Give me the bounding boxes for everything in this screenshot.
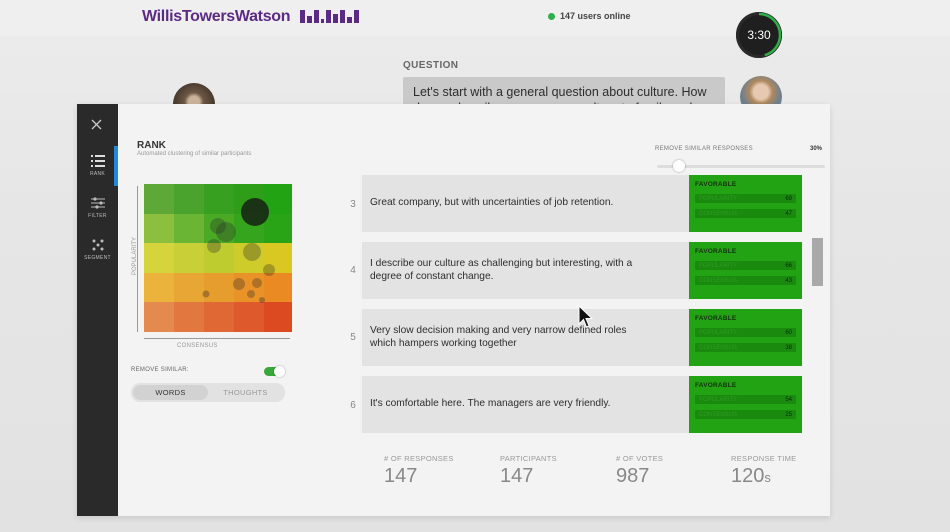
response-card[interactable]: Great company, but with uncertainties of…	[362, 175, 689, 232]
words-thoughts-segmented-control: WORDS THOUGHTS	[131, 383, 285, 402]
popularity-bar: POPULARITY 66	[695, 261, 796, 270]
favorable-label: FAVORABLE	[695, 382, 737, 389]
sidebar-active-indicator	[114, 146, 118, 186]
response-card[interactable]: Very slow decision making and very narro…	[362, 309, 689, 366]
consensus-bar: CONSENSUS 43	[695, 276, 796, 285]
online-dot-icon	[548, 12, 555, 20]
consensus-bar: CONSENSUS 25	[695, 410, 796, 419]
y-axis-label: POPULARITY	[132, 237, 138, 276]
consensus-bar: CONSENSUS 47	[695, 209, 796, 218]
brand-logo-text: WillisTowersWatson	[142, 8, 291, 25]
stat-label: PARTICIPANTS	[500, 454, 557, 463]
top-bar	[0, 0, 950, 36]
stat-participants: PARTICIPANTS 147	[500, 454, 557, 488]
favorable-badge: FAVORABLE POPULARITY 66 CONSENSUS 43	[689, 242, 802, 299]
mouse-cursor-icon	[578, 305, 594, 328]
popularity-value: 66	[785, 262, 792, 269]
x-axis-label: CONSENSUS	[177, 343, 218, 349]
favorable-badge: FAVORABLE POPULARITY 60 CONSENSUS 38	[689, 309, 802, 366]
x-axis	[144, 338, 290, 339]
cluster-heatmap	[144, 184, 292, 332]
sidebar-item-filter[interactable]: FILTER	[77, 196, 118, 219]
popularity-value: 54	[785, 396, 792, 403]
stat-responses: # OF RESPONSES 147	[384, 454, 454, 488]
popularity-bar: POPULARITY 69	[695, 194, 796, 203]
users-online-indicator: 147 users online	[548, 11, 631, 21]
close-icon[interactable]	[91, 119, 102, 130]
question-label: QUESTION	[403, 60, 459, 71]
list-icon	[90, 155, 105, 167]
response-card[interactable]: It's comfortable here. The managers are …	[362, 376, 689, 433]
responses-scrollbar[interactable]	[812, 238, 823, 286]
remove-similar-responses-label: REMOVE SIMILAR RESPONSES	[655, 146, 753, 152]
timer-ring-icon	[736, 12, 782, 58]
consensus-value: 43	[785, 277, 792, 284]
stat-value: 987	[616, 465, 650, 487]
response-rank: 5	[350, 332, 356, 343]
stat-value: 147	[384, 465, 418, 487]
response-rank: 6	[350, 400, 356, 411]
sliders-icon	[90, 197, 105, 209]
stat-value: 147	[500, 465, 534, 487]
response-card[interactable]: I describe our culture as challenging bu…	[362, 242, 689, 299]
remove-similar-label: REMOVE SIMILAR:	[131, 367, 189, 373]
consensus-value: 47	[785, 210, 792, 217]
stat-value: 120	[731, 465, 765, 487]
sidebar: RANK FILTER SEGMENT	[77, 104, 118, 516]
response-text: Great company, but with uncertainties of…	[370, 197, 614, 209]
rank-title: RANK	[137, 140, 166, 151]
popularity-value: 60	[785, 329, 792, 336]
response-rank: 3	[350, 199, 356, 210]
response-text: I describe our culture as challenging bu…	[370, 258, 633, 282]
favorable-badge: FAVORABLE POPULARITY 69 CONSENSUS 47	[689, 175, 802, 232]
popularity-bar: POPULARITY 54	[695, 395, 796, 404]
grid-dots-icon	[92, 239, 103, 251]
consensus-value: 38	[785, 344, 792, 351]
rank-subtitle: Automated clustering of similar particip…	[137, 151, 252, 157]
stat-unit: s	[764, 470, 771, 485]
remove-similar-toggle[interactable]	[264, 366, 285, 377]
stat-votes: # OF VOTES 987	[616, 454, 663, 488]
brand-logo-mark	[300, 10, 359, 23]
stat-response-time: RESPONSE TIME 120s	[731, 454, 796, 488]
results-panel: RANK FILTER SEGMENT RANK Automated clust…	[77, 104, 830, 516]
popularity-bar: POPULARITY 60	[695, 328, 796, 337]
remove-similar-slider-track[interactable]	[657, 165, 825, 168]
stat-label: # OF VOTES	[616, 454, 664, 463]
stat-label: RESPONSE TIME	[731, 454, 797, 463]
timer-text: 3:30	[747, 28, 771, 42]
y-axis	[137, 186, 138, 332]
favorable-label: FAVORABLE	[695, 315, 737, 322]
sidebar-item-label: SEGMENT	[84, 255, 111, 261]
response-text: It's comfortable here. The managers are …	[370, 398, 611, 410]
remove-similar-responses-value: 30%	[810, 146, 823, 152]
sidebar-item-label: RANK	[89, 171, 106, 177]
stat-label: # OF RESPONSES	[384, 454, 454, 463]
favorable-label: FAVORABLE	[695, 248, 737, 255]
popularity-value: 69	[785, 195, 792, 202]
response-text: Very slow decision making and very narro…	[370, 325, 627, 349]
favorable-label: FAVORABLE	[695, 181, 737, 188]
sidebar-item-segment[interactable]: SEGMENT	[77, 238, 118, 261]
remove-similar-slider-handle[interactable]	[673, 160, 685, 172]
users-online-text: 147 users online	[560, 11, 631, 21]
favorable-badge: FAVORABLE POPULARITY 54 CONSENSUS 25	[689, 376, 802, 433]
response-rank: 4	[350, 265, 356, 276]
sidebar-item-label: FILTER	[88, 213, 107, 219]
segment-thoughts-button[interactable]: THOUGHTS	[223, 388, 268, 397]
sidebar-item-rank[interactable]: RANK	[77, 154, 118, 177]
countdown-timer: 3:30	[736, 12, 782, 58]
consensus-value: 25	[785, 411, 792, 418]
segment-words-button[interactable]: WORDS	[133, 385, 208, 400]
consensus-bar: CONSENSUS 38	[695, 343, 796, 352]
